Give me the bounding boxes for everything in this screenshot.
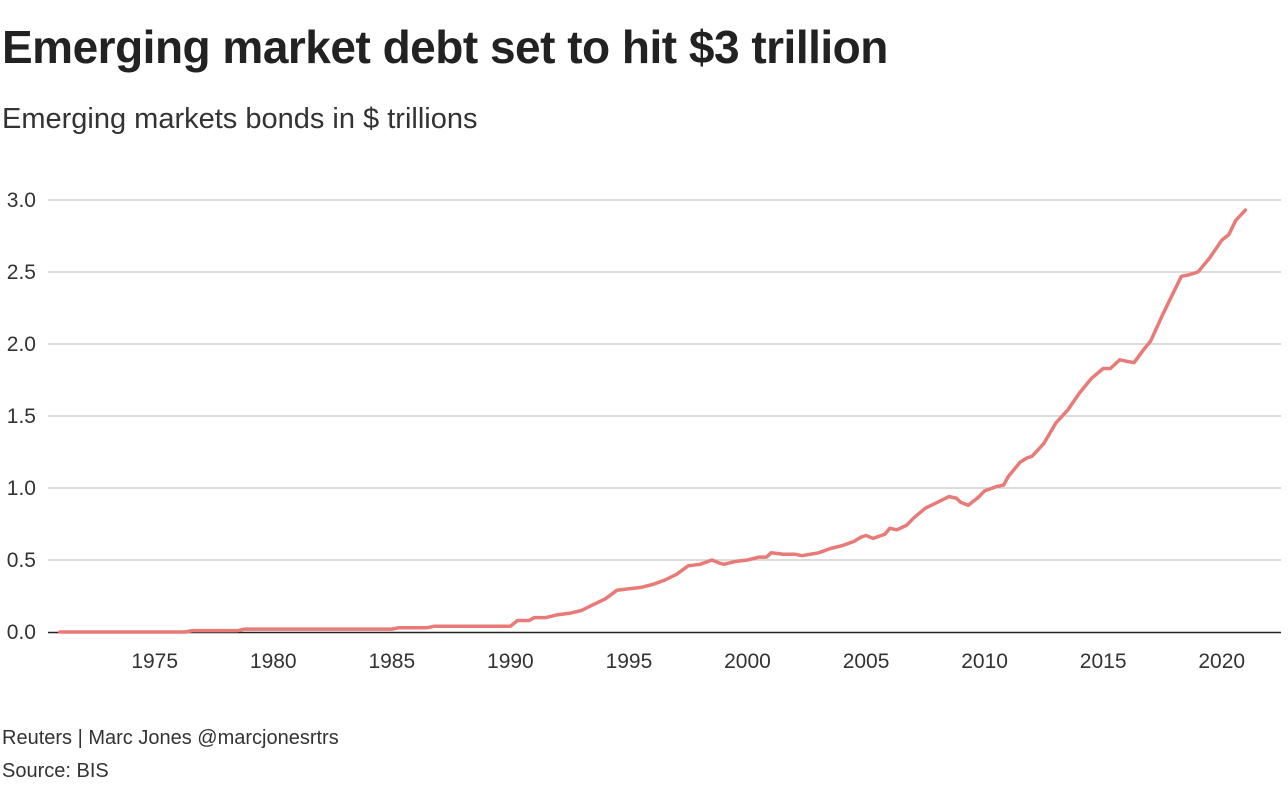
x-tick-label: 2020 — [1198, 650, 1245, 673]
y-tick-label: 0.0 — [7, 621, 36, 644]
gridlines — [48, 199, 1281, 561]
x-tick-label: 2015 — [1080, 650, 1127, 673]
x-tick-label: 2010 — [961, 650, 1008, 673]
line-chart: 0.00.51.01.52.02.53.0 1975 1980 1985 1990 19… — [7, 189, 1281, 673]
x-tick-label: 1995 — [606, 650, 653, 673]
y-tick-label: 2.0 — [7, 333, 36, 356]
y-tick-label: 2.5 — [7, 261, 36, 284]
x-tick-label: 1975 — [131, 650, 178, 673]
y-tick-label: 0.5 — [7, 549, 36, 572]
x-tick-label: 1985 — [368, 650, 415, 673]
series-lines — [58, 208, 1248, 634]
credit-line: Reuters | Marc Jones @marcjonesrtrs — [2, 727, 339, 749]
source-line: Source: BIS — [2, 760, 109, 782]
chart-title: Emerging market debt set to hit $3 trill… — [2, 21, 888, 73]
y-tick-label: 3.0 — [7, 189, 36, 212]
y-tick-label: 1.0 — [7, 477, 36, 500]
x-tick-label: 1980 — [250, 650, 297, 673]
y-tick-label: 1.5 — [7, 405, 36, 428]
x-tick-label: 1990 — [487, 650, 534, 673]
x-tick-label: 2000 — [724, 650, 771, 673]
chart-subtitle: Emerging markets bonds in $ trillions — [2, 103, 478, 135]
y-axis-ticks: 0.0 0.5 1.0 1.5 2.0 2.5 3.0 — [7, 189, 36, 644]
x-axis-ticks: 1975 1980 1985 1990 1995 2000 2005 2010 2015 2020 — [131, 650, 1245, 673]
series-line-em-bonds — [58, 208, 1248, 634]
x-tick-label: 2005 — [843, 650, 890, 673]
